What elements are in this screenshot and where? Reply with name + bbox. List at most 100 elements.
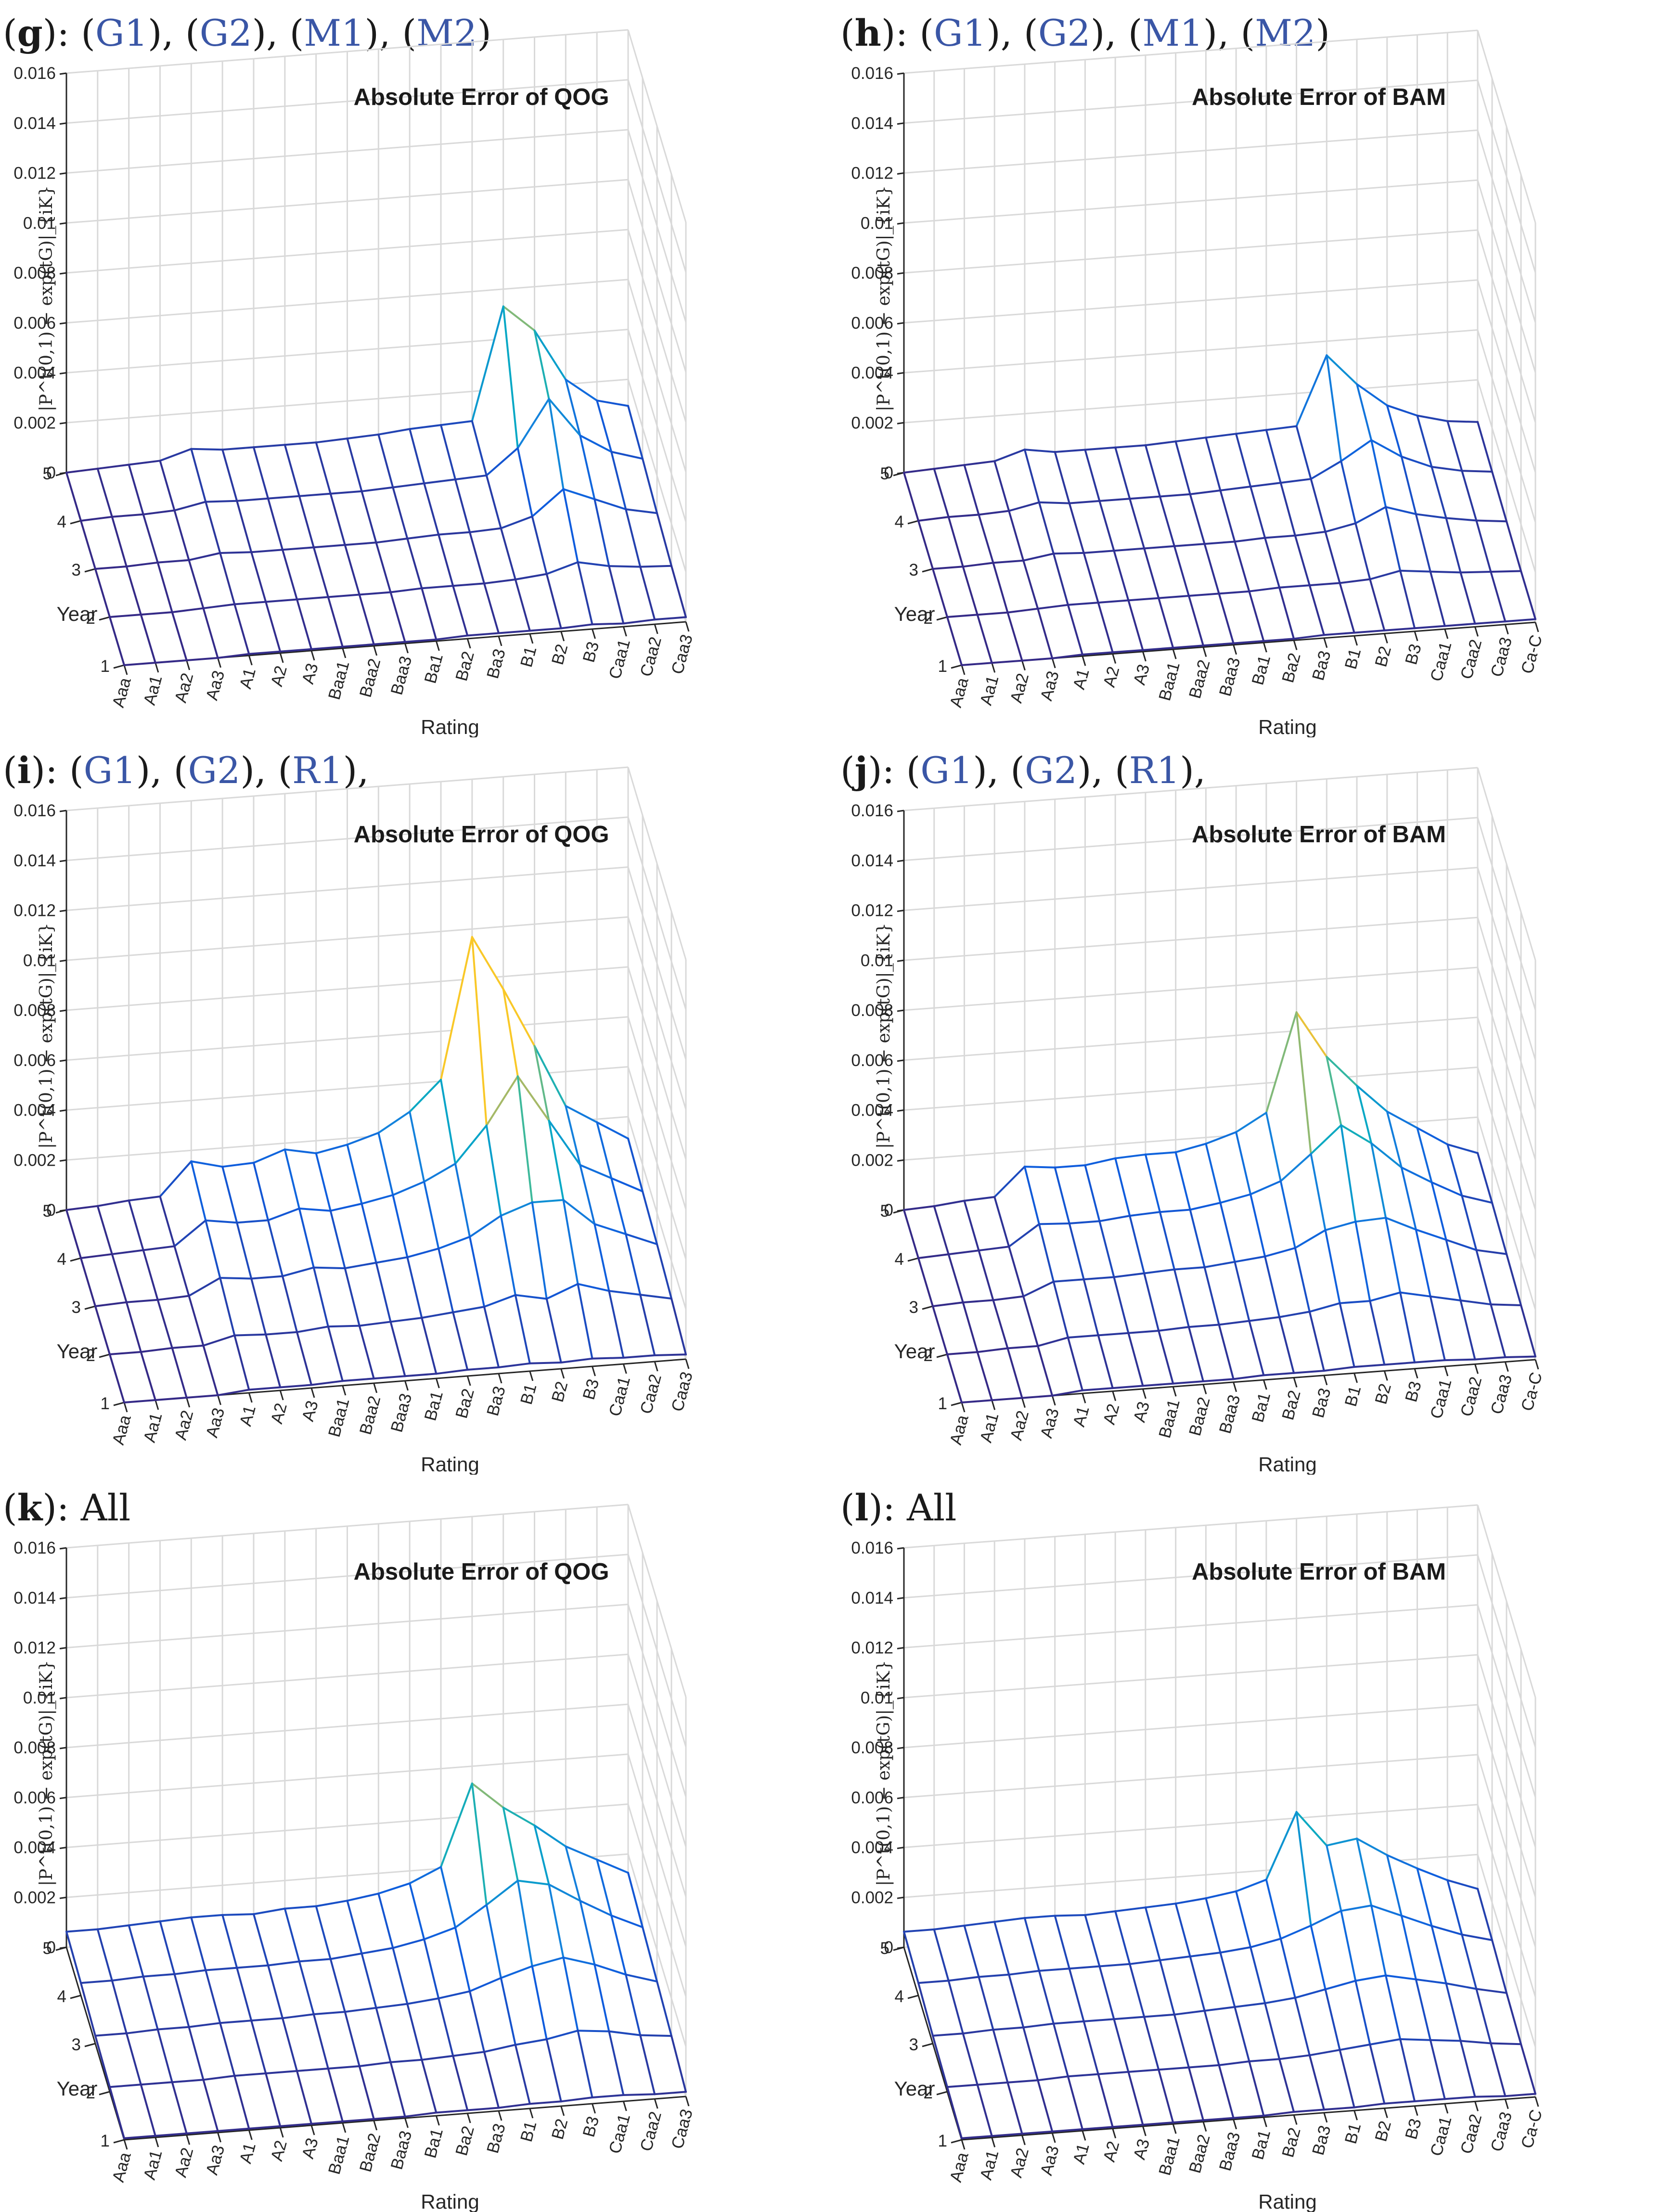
mesh-edge bbox=[593, 1963, 610, 2032]
year-tick-mark bbox=[70, 520, 81, 525]
x-tick-label: Caa2 bbox=[637, 635, 665, 679]
mesh-edge bbox=[502, 988, 519, 1078]
mesh-edge bbox=[548, 1119, 581, 1166]
mesh-edge bbox=[1173, 545, 1190, 597]
mesh-edge bbox=[329, 1209, 346, 1270]
mesh-edge bbox=[562, 488, 596, 501]
mesh-edge bbox=[654, 616, 687, 621]
mesh-edge bbox=[236, 1964, 269, 1969]
gridline bbox=[903, 1704, 1478, 1749]
mesh-edge bbox=[111, 1249, 144, 1255]
mesh-edge bbox=[1051, 2128, 1083, 2133]
mesh-edge bbox=[205, 1219, 238, 1224]
x-tick-label: Ba1 bbox=[1248, 1390, 1274, 1424]
x-tick-mark bbox=[1414, 631, 1418, 642]
mesh-edge bbox=[1354, 506, 1387, 525]
mesh-edge bbox=[1263, 638, 1295, 642]
label-punct: ): bbox=[31, 749, 58, 792]
label-tail: All bbox=[895, 1486, 957, 1529]
mesh-edge bbox=[188, 2026, 205, 2081]
mesh-edge bbox=[933, 1199, 966, 1208]
mesh-edge bbox=[498, 630, 531, 634]
gridline bbox=[66, 229, 629, 274]
x-tick-mark bbox=[435, 2115, 440, 2126]
mesh-edge bbox=[1400, 455, 1433, 468]
label-condition: M1 bbox=[304, 12, 365, 54]
mesh-edge bbox=[298, 1960, 315, 2016]
mesh-edge bbox=[188, 1277, 221, 1297]
mesh-edge bbox=[171, 1344, 205, 1349]
mesh-edge bbox=[123, 662, 156, 666]
mesh-edge bbox=[1008, 1973, 1025, 2029]
surface-cell bbox=[424, 1163, 470, 1249]
mesh-edge bbox=[346, 1132, 380, 1146]
z-tick-mark bbox=[897, 810, 904, 812]
mesh-edge bbox=[1386, 1110, 1418, 1129]
x-tick-label: Ba1 bbox=[421, 2126, 447, 2160]
x-tick-label: A1 bbox=[236, 666, 259, 691]
mesh-edge bbox=[454, 1903, 488, 1929]
mesh-edge bbox=[1084, 1914, 1101, 1968]
surface-cell bbox=[594, 1224, 641, 1295]
z-tick-label: 0.016 bbox=[851, 801, 893, 820]
mesh-edge bbox=[142, 1975, 159, 2031]
mesh-edge bbox=[1129, 1211, 1161, 1217]
mesh-edge bbox=[947, 1253, 964, 1304]
mesh-edge bbox=[140, 2081, 173, 2086]
z-tick-label: 0.004 bbox=[851, 1839, 893, 1857]
mesh-edge bbox=[485, 1075, 519, 1127]
mesh-edge bbox=[1038, 501, 1070, 504]
mesh-edge bbox=[610, 1177, 644, 1193]
mesh-edge bbox=[993, 1921, 1010, 1976]
mesh-edge bbox=[267, 495, 300, 500]
x-tick-label: Ba1 bbox=[1248, 653, 1274, 687]
x-tick-mark bbox=[1082, 2130, 1086, 2141]
mesh-edge bbox=[514, 2044, 531, 2105]
mesh-edge bbox=[375, 2006, 392, 2063]
mesh-edge bbox=[128, 1920, 161, 1927]
mesh-edge bbox=[992, 2029, 1009, 2083]
mesh-edge bbox=[375, 2003, 409, 2009]
x-tick-mark bbox=[654, 2098, 658, 2109]
x-tick-label: B3 bbox=[579, 640, 603, 664]
year-tick-mark bbox=[84, 1305, 96, 1310]
mesh-edge bbox=[1159, 1211, 1175, 1271]
mesh-edge bbox=[1461, 470, 1493, 473]
x-axis-label: Rating bbox=[1258, 1453, 1316, 1475]
mesh-edge bbox=[1111, 1385, 1144, 1389]
mesh-edge bbox=[1098, 1965, 1115, 2020]
mesh-edge bbox=[947, 1976, 980, 1982]
x-tick-mark bbox=[1202, 1384, 1207, 1394]
mesh-edge bbox=[250, 1275, 283, 1280]
mesh-edge bbox=[219, 2019, 253, 2024]
surface-cell bbox=[611, 1178, 657, 1245]
mesh-edge bbox=[642, 1926, 658, 1983]
mesh-edge bbox=[961, 2135, 993, 2139]
mesh-edge bbox=[327, 1325, 361, 1328]
z-axis-label: |P^t(0,1) − exp(tG)|_{iK} bbox=[37, 923, 56, 1149]
mesh-edge bbox=[1219, 1946, 1252, 1954]
z-axis-label: |P^t(0,1) − exp(tG)|_{iK} bbox=[874, 1660, 894, 1886]
gridline bbox=[66, 279, 629, 324]
mesh-edge bbox=[1202, 1378, 1235, 1382]
mesh-edge bbox=[454, 474, 488, 481]
mesh-edge bbox=[185, 657, 219, 661]
x-tick-mark bbox=[529, 1371, 534, 1381]
mesh-edge bbox=[1295, 425, 1312, 480]
mesh-edge bbox=[1459, 1299, 1476, 1361]
mesh-edge bbox=[1084, 449, 1101, 502]
mesh-edge bbox=[221, 1166, 238, 1224]
mesh-edge bbox=[1143, 547, 1160, 599]
x-tick-mark bbox=[404, 643, 409, 654]
surface-mesh bbox=[65, 1782, 687, 2139]
mesh-edge bbox=[190, 448, 207, 503]
mesh-edge bbox=[560, 1357, 593, 1363]
mesh-edge bbox=[1054, 451, 1070, 504]
mesh-edge bbox=[1023, 1166, 1056, 1169]
mesh-edge bbox=[282, 1266, 315, 1277]
mesh-edge bbox=[1459, 571, 1476, 625]
mesh-edge bbox=[1129, 495, 1161, 500]
z-tick-label: 0.012 bbox=[851, 164, 893, 183]
surface-cell bbox=[1431, 1926, 1477, 1989]
mesh-edge bbox=[469, 531, 485, 585]
